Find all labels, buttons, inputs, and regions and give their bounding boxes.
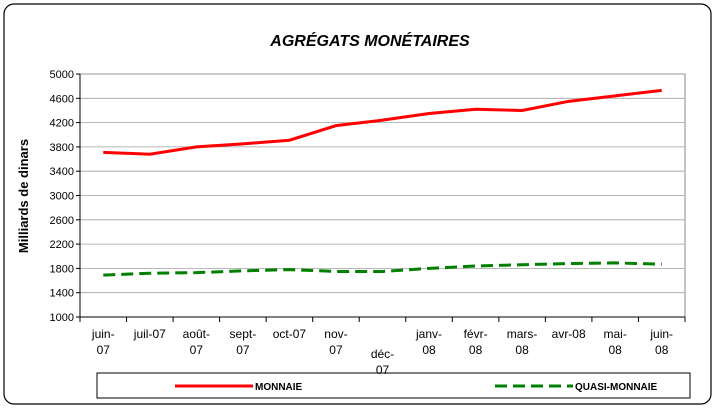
x-tick-label: juin-07 bbox=[91, 327, 115, 357]
x-tick-label: nov-07 bbox=[324, 327, 347, 357]
legend-label: QUASI-MONNAIE bbox=[575, 382, 658, 393]
x-tick-label: févr-08 bbox=[464, 327, 488, 357]
y-tick-label: 2600 bbox=[50, 215, 74, 227]
y-tick-label: 3400 bbox=[50, 166, 74, 178]
y-tick-label: 2200 bbox=[50, 239, 74, 251]
x-tick-label: déc-07 bbox=[371, 347, 394, 377]
y-tick-label: 3800 bbox=[50, 142, 74, 154]
chart-frame bbox=[3, 3, 712, 405]
line-series bbox=[103, 261, 662, 277]
y-tick-label: 4600 bbox=[50, 93, 74, 105]
x-tick-label: mars-08 bbox=[507, 327, 538, 357]
x-tick-label: juin-08 bbox=[649, 327, 673, 357]
x-tick-label: mai-08 bbox=[604, 327, 627, 357]
x-tick-label: oct-07 bbox=[273, 327, 307, 341]
x-tick-label: juil-07 bbox=[133, 327, 166, 341]
y-tick-label: 5000 bbox=[50, 69, 74, 81]
x-tick-label: janv-08 bbox=[415, 327, 442, 357]
y-axis-label: Milliards de dinars bbox=[16, 139, 31, 253]
legend-label: MONNAIE bbox=[255, 382, 303, 393]
line-series bbox=[103, 88, 662, 156]
chart-title: AGRÉGATS MONÉTAIRES bbox=[269, 31, 470, 50]
y-tick-label: 4200 bbox=[50, 118, 74, 130]
x-tick-label: août-07 bbox=[183, 327, 210, 357]
y-tick-label: 1000 bbox=[50, 312, 74, 324]
y-tick-label: 3000 bbox=[50, 191, 74, 203]
y-tick-label: 1800 bbox=[50, 263, 74, 275]
x-tick-label: sept-07 bbox=[230, 327, 257, 357]
x-tick-label: avr-08 bbox=[552, 327, 586, 341]
y-tick-label: 1400 bbox=[50, 288, 74, 300]
